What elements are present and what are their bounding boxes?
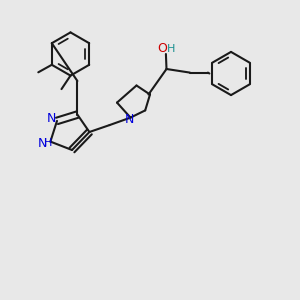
Text: N: N — [47, 112, 56, 125]
Text: O: O — [158, 42, 167, 55]
Text: N: N — [38, 136, 48, 150]
Text: H: H — [167, 44, 175, 54]
Text: H: H — [44, 138, 52, 148]
Text: N: N — [124, 112, 134, 126]
